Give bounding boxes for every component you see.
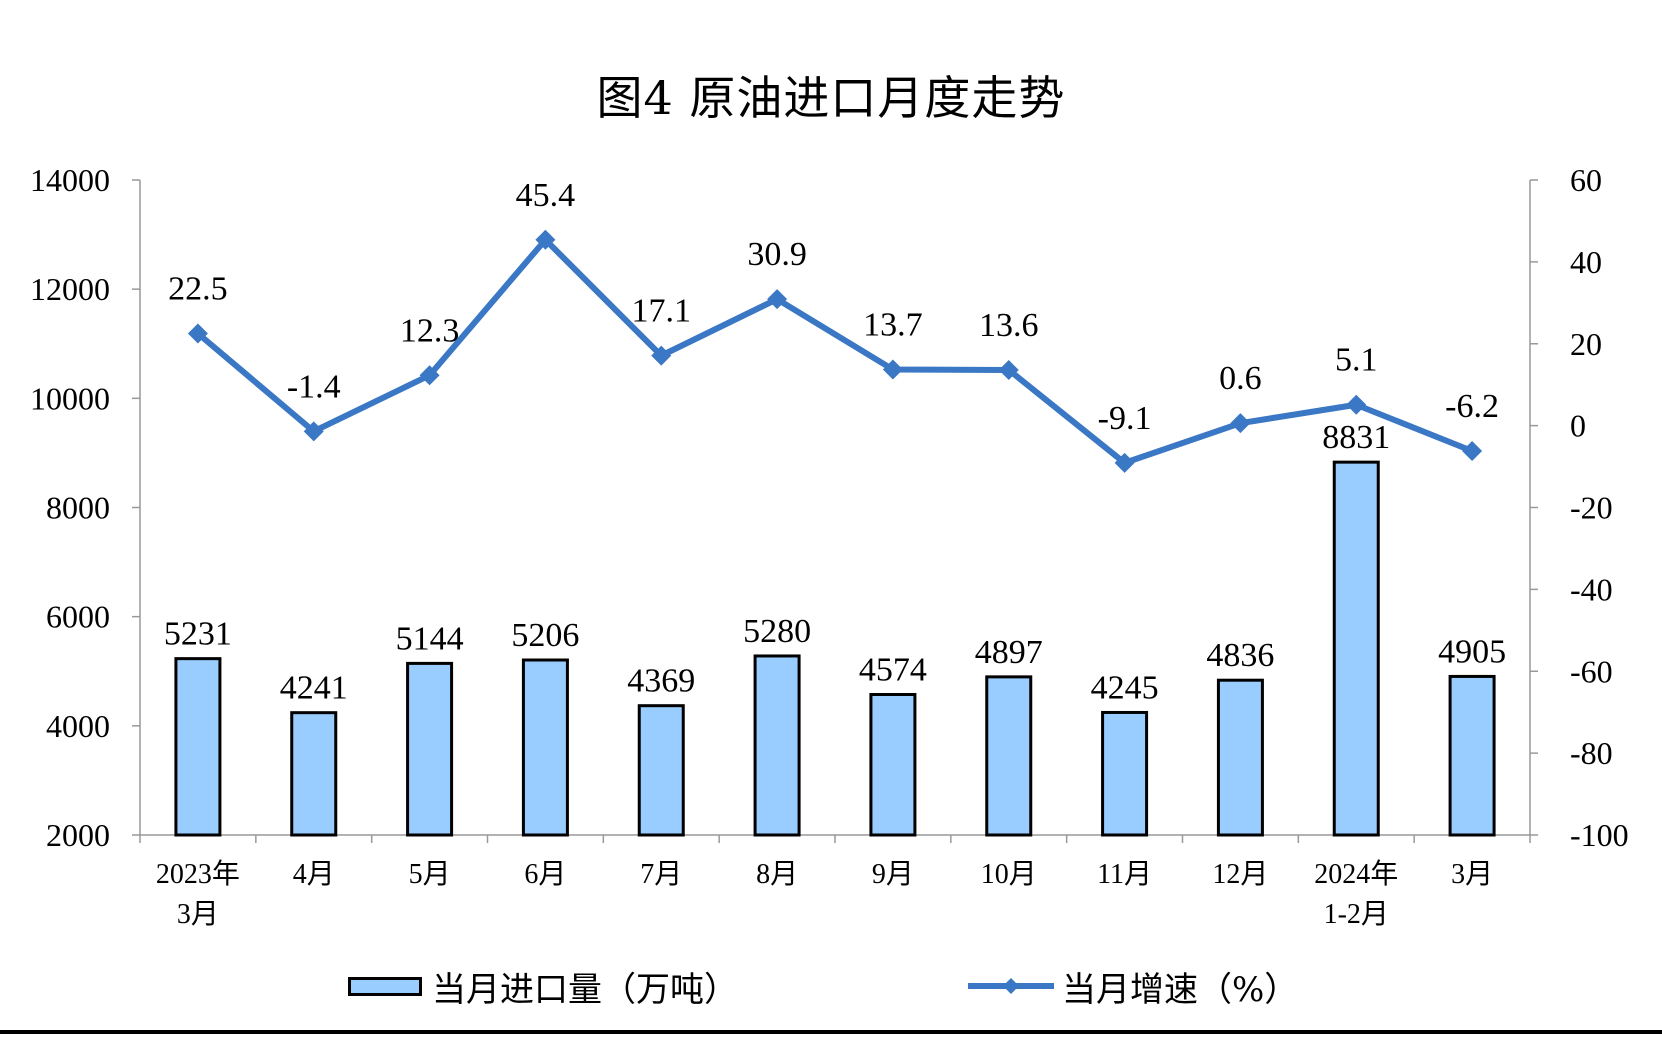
growth-point (767, 289, 788, 310)
x-axis-tick-label: 9月 (872, 859, 914, 890)
x-axis-tick-label: 10月 (981, 859, 1037, 890)
x-axis-tick-label: 1-2月 (1324, 899, 1389, 930)
right-axis-tick-label: -20 (1570, 490, 1613, 526)
growth-value-label: 17.1 (632, 293, 692, 330)
growth-value-label: 12.3 (400, 312, 460, 349)
bar-value-label: 4369 (627, 663, 695, 700)
x-axis-tick-label: 3月 (1451, 859, 1493, 890)
legend-item-growth: 当月增速（%） (968, 958, 1298, 1014)
bar (174, 657, 222, 837)
bar (290, 711, 338, 837)
growth-point (1230, 413, 1251, 434)
growth-value-label: 13.6 (979, 307, 1039, 344)
x-axis-tick-label: 6月 (524, 859, 566, 890)
growth-point (535, 229, 556, 250)
bar-value-label: 4574 (859, 652, 927, 689)
x-axis-tick-label: 11月 (1097, 859, 1152, 890)
growth-line (195, 236, 1474, 466)
growth-value-label: -9.1 (1098, 400, 1152, 437)
bottom-border (0, 1030, 1662, 1034)
left-axis-tick-label: 12000 (30, 271, 110, 307)
growth-point (882, 359, 903, 380)
bar (637, 704, 685, 837)
growth-value-label: 45.4 (516, 177, 576, 214)
right-axis-tick-label: -80 (1570, 735, 1613, 771)
bar (406, 661, 454, 837)
bar (985, 675, 1033, 837)
growth-value-label: 30.9 (747, 236, 807, 273)
bar (1448, 674, 1496, 837)
growth-point (419, 365, 440, 386)
bar-value-label: 5280 (743, 613, 811, 650)
growth-point (1346, 394, 1367, 415)
bar (753, 654, 801, 837)
growth-point (651, 345, 672, 366)
chart-title: 图4 原油进口月度走势 (596, 71, 1066, 125)
left-axis-tick-label: 8000 (46, 490, 110, 526)
bar (1101, 710, 1149, 837)
legend-line-swatch (968, 978, 1054, 994)
growth-point (303, 421, 324, 442)
bar (521, 658, 569, 837)
growth-value-label: 22.5 (168, 271, 228, 308)
growth-value-label: 0.6 (1219, 360, 1262, 397)
bar-value-label: 8831 (1322, 419, 1390, 456)
growth-value-label: -1.4 (287, 368, 341, 405)
growth-value-label: 13.7 (863, 307, 923, 344)
legend-label-volume: 当月进口量（万吨） (432, 969, 738, 1010)
legend-label-growth: 当月增速（%） (1062, 969, 1299, 1010)
bar-value-label: 4241 (280, 670, 348, 707)
x-axis-tick-label: 12月 (1212, 859, 1268, 890)
bar-value-label: 5144 (396, 620, 464, 657)
right-axis-tick-label: 40 (1570, 244, 1602, 280)
x-axis-tick-label: 4月 (293, 859, 335, 890)
x-axis-tick-label: 2023年 (156, 858, 240, 890)
x-axis-tick-label: 8月 (756, 859, 798, 890)
legend-bar-swatch (348, 976, 422, 996)
bar (869, 693, 917, 837)
x-axis-tick-label: 7月 (640, 859, 682, 890)
right-axis-tick-label: -100 (1570, 817, 1629, 853)
left-axis-tick-label: 4000 (46, 708, 110, 744)
growth-value-label: -6.2 (1445, 388, 1499, 425)
legend: 当月进口量（万吨） 当月增速（%） (0, 958, 1662, 1014)
growth-point (998, 359, 1019, 380)
bar-value-label: 5206 (511, 617, 579, 654)
left-axis-tick-label: 10000 (30, 380, 110, 416)
bar (1216, 678, 1264, 837)
x-axis-tick-label: 2024年 (1314, 858, 1398, 890)
right-axis-tick-label: -40 (1570, 571, 1613, 607)
growth-point (1462, 441, 1483, 462)
bar-value-label: 5231 (164, 616, 232, 653)
x-axis-tick-label: 5月 (409, 859, 451, 890)
growth-point (187, 323, 208, 344)
x-axis-tick-label: 3月 (177, 899, 219, 930)
bar-value-label: 4245 (1091, 669, 1159, 706)
left-axis-tick-label: 14000 (30, 162, 110, 198)
right-axis-tick-label: -60 (1570, 653, 1613, 689)
left-axis-tick-label: 2000 (46, 817, 110, 853)
bar-value-label: 4897 (975, 634, 1043, 671)
legend-item-volume: 当月进口量（万吨） (348, 958, 738, 1014)
left-axis-tick-label: 6000 (46, 599, 110, 635)
right-axis-tick-label: 20 (1570, 326, 1602, 362)
right-axis-tick-label: 60 (1570, 162, 1602, 198)
right-axis-tick-label: 0 (1570, 408, 1586, 444)
bar-value-label: 4836 (1206, 637, 1274, 674)
bar-value-label: 4905 (1438, 633, 1506, 670)
growth-point (1114, 452, 1135, 473)
bar (1332, 460, 1380, 837)
growth-value-label: 5.1 (1335, 342, 1378, 379)
